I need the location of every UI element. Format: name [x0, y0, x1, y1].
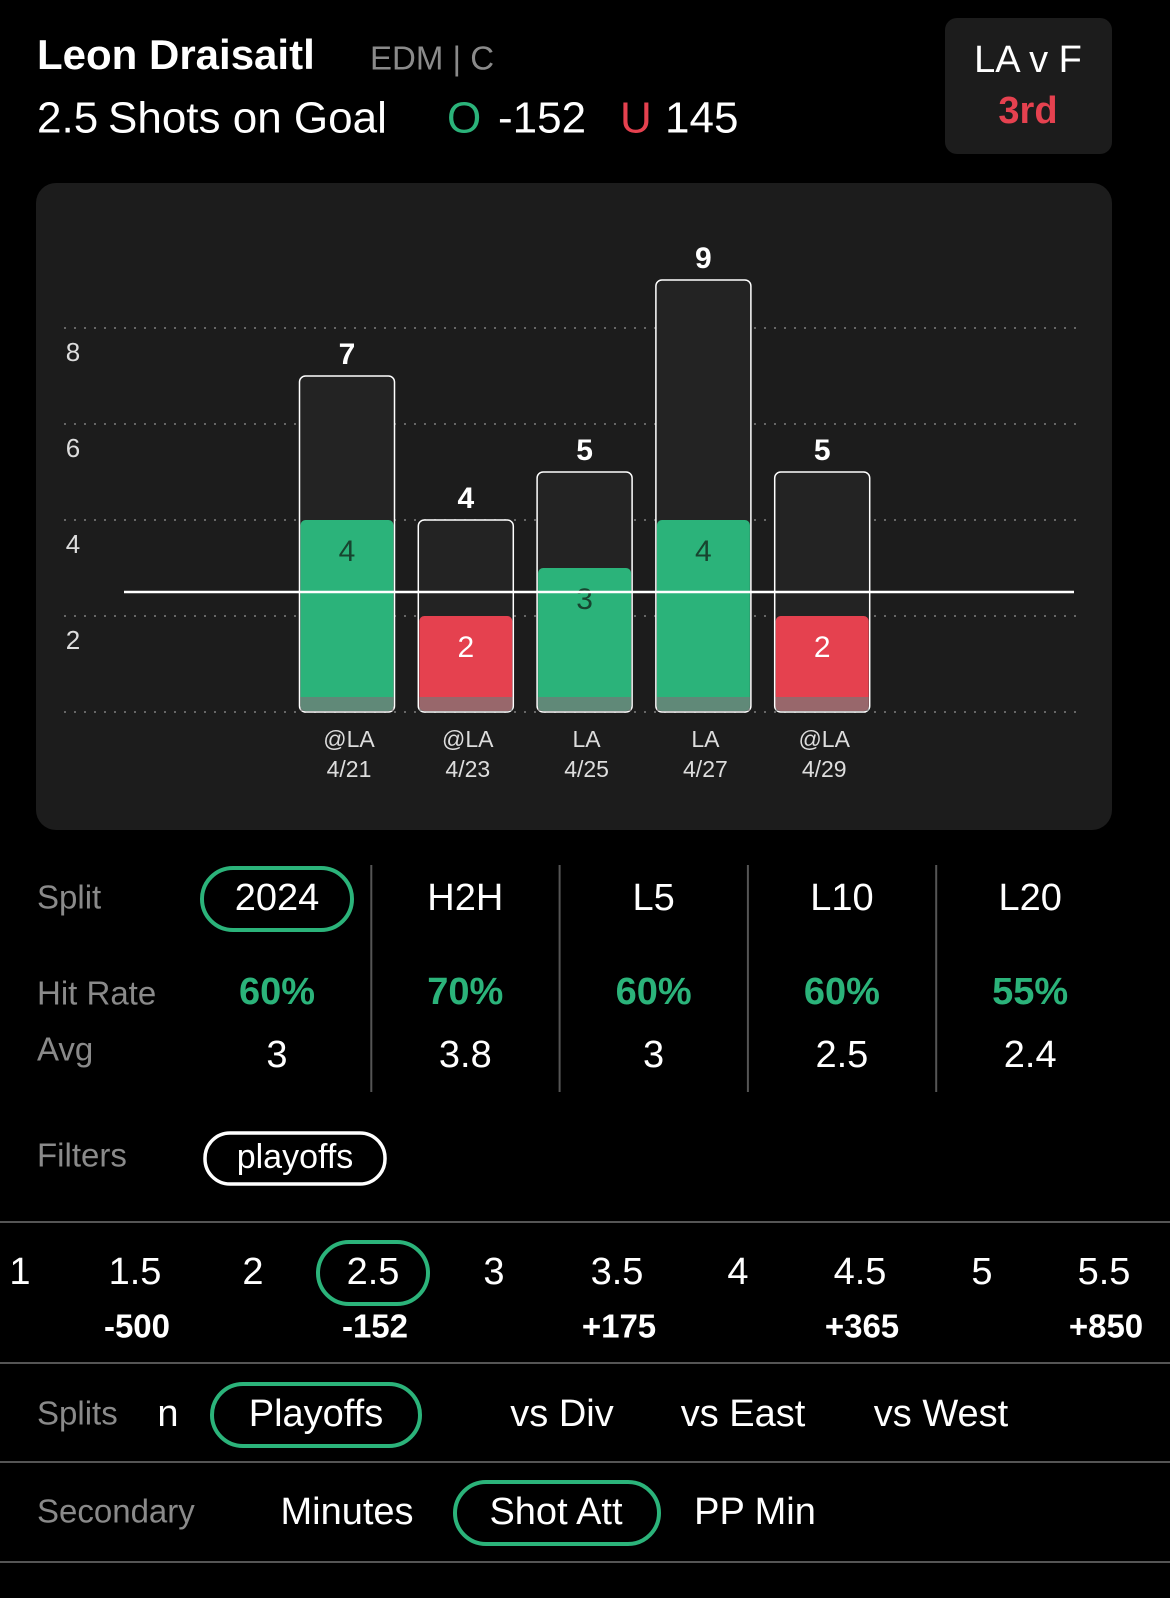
under-label: U — [620, 94, 652, 143]
secondary-option[interactable]: Minutes — [280, 1491, 413, 1533]
line-option[interactable]: 4 — [727, 1251, 748, 1293]
bar-foot — [656, 697, 750, 711]
shots-bar — [419, 616, 513, 711]
filter-pill — [203, 1131, 387, 1186]
team-position: EDM | C — [370, 40, 494, 77]
line-odds: +175 — [582, 1308, 656, 1345]
average: 2.5 — [815, 1034, 868, 1076]
row-label: Split — [37, 879, 101, 916]
prop-line: 2.5 — [37, 94, 98, 143]
shots-bar — [300, 520, 394, 711]
x-tick-date: 4/21 — [327, 756, 372, 782]
selected-pill — [210, 1382, 422, 1448]
bar-foot — [775, 697, 869, 711]
attempts-label: 7 — [339, 338, 356, 371]
row-label: Hit Rate — [37, 975, 156, 1012]
split-filter[interactable]: Playoffs — [249, 1393, 383, 1435]
hit-rate: 60% — [239, 971, 315, 1013]
shots-bar — [656, 520, 750, 711]
secondary-option[interactable]: PP Min — [694, 1491, 816, 1533]
split-option[interactable]: 2024 — [235, 877, 320, 919]
x-tick-opponent: LA — [691, 726, 720, 752]
attempts-label: 5 — [576, 434, 593, 467]
shots-bar — [538, 568, 632, 711]
split-filter[interactable]: vs West — [874, 1393, 1009, 1435]
game-box — [945, 18, 1112, 154]
under-odds: 145 — [665, 94, 738, 143]
line-odds: +365 — [825, 1308, 899, 1345]
average: 3.8 — [439, 1034, 492, 1076]
row-label: Avg — [37, 1031, 93, 1068]
y-tick-label: 2 — [66, 625, 80, 655]
selected-pill — [200, 866, 354, 932]
period: 3rd — [998, 90, 1057, 132]
line-option[interactable]: 2.5 — [347, 1251, 400, 1293]
game: LA v F — [974, 39, 1082, 81]
bar-foot — [419, 697, 513, 711]
x-tick-opponent: @LA — [323, 726, 375, 752]
over-label: O — [447, 94, 481, 143]
shots-label: 2 — [814, 631, 831, 664]
y-tick-label: 4 — [66, 529, 80, 559]
bar-foot — [538, 697, 632, 711]
x-tick-opponent: @LA — [798, 726, 850, 752]
line-option[interactable]: 1 — [9, 1251, 30, 1293]
attempts-label: 9 — [695, 242, 712, 275]
split-option[interactable]: H2H — [427, 877, 503, 919]
filters-label: Filters — [37, 1137, 127, 1174]
line-option[interactable]: 1.5 — [109, 1251, 162, 1293]
hit-rate: 55% — [992, 971, 1068, 1013]
split-option[interactable]: L10 — [810, 877, 873, 919]
average: 3 — [643, 1034, 664, 1076]
selected-pill — [453, 1480, 661, 1546]
shots-label: 4 — [695, 535, 712, 568]
x-tick-date: 4/23 — [445, 756, 490, 782]
line-option[interactable]: 4.5 — [834, 1251, 887, 1293]
line-odds: +850 — [1069, 1308, 1143, 1345]
shots-label: 2 — [457, 631, 474, 664]
prop-market: Shots on Goal — [108, 94, 387, 143]
line-option[interactable]: 3.5 — [591, 1251, 644, 1293]
y-tick-label: 8 — [66, 337, 80, 367]
average: 3 — [266, 1034, 287, 1076]
splits-label: Splits — [37, 1395, 118, 1432]
shots-label: 3 — [576, 583, 593, 616]
line-option[interactable]: 3 — [483, 1251, 504, 1293]
average: 2.4 — [1004, 1034, 1057, 1076]
split-option[interactable]: L20 — [998, 877, 1061, 919]
selected-pill — [316, 1240, 430, 1306]
over-odds: -152 — [498, 94, 586, 143]
split-filter[interactable]: vs East — [681, 1393, 806, 1435]
x-tick-opponent: LA — [573, 726, 602, 752]
filter-option[interactable]: playoffs — [237, 1138, 354, 1176]
secondary-label: Secondary — [37, 1493, 195, 1530]
x-tick-date: 4/27 — [683, 756, 728, 782]
line-odds: -500 — [104, 1308, 170, 1345]
line-option[interactable]: 5.5 — [1078, 1251, 1131, 1293]
shots-bar — [775, 616, 869, 711]
split-option[interactable]: L5 — [632, 877, 674, 919]
x-tick-opponent: @LA — [442, 726, 494, 752]
split-filter[interactable]: vs Div — [510, 1393, 613, 1435]
hit-rate: 60% — [616, 971, 692, 1013]
attempts-label: 5 — [814, 434, 831, 467]
shots-label: 4 — [339, 535, 356, 568]
player-name: Leon Draisaitl — [37, 31, 315, 78]
attempts-label: 4 — [457, 482, 474, 515]
line-odds: -152 — [342, 1308, 408, 1345]
line-option[interactable]: 2 — [242, 1251, 263, 1293]
secondary-option[interactable]: Shot Att — [489, 1491, 623, 1533]
x-tick-date: 4/29 — [802, 756, 847, 782]
split-filter[interactable]: n — [157, 1393, 178, 1435]
line-option[interactable]: 5 — [971, 1251, 992, 1293]
hit-rate: 70% — [427, 971, 503, 1013]
bar-foot — [300, 697, 394, 711]
y-tick-label: 6 — [66, 433, 80, 463]
hit-rate: 60% — [804, 971, 880, 1013]
x-tick-date: 4/25 — [564, 756, 609, 782]
